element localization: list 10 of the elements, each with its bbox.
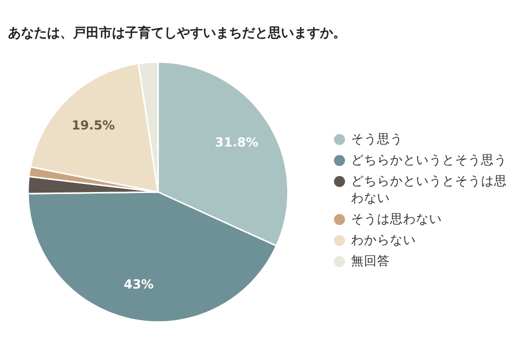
legend-label: 無回答 [351,252,390,270]
legend-label: そうは思わない [351,210,442,228]
legend-label: どちらかというとそう思う [351,152,507,168]
legend-label: わからない [351,232,416,248]
legend-label: どちらかというとそうは思わない [351,172,508,206]
data-label: 43% [124,276,154,292]
chart-title: あなたは、戸田市は子育てしやすいまちだと思いますか。 [8,24,346,42]
legend-label: そう思う [351,130,403,148]
data-label: 31.8% [215,134,259,150]
data-label: 19.5% [72,117,116,132]
